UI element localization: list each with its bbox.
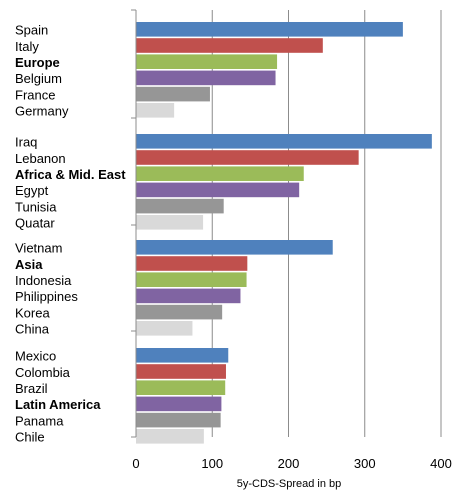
bar (136, 150, 359, 165)
category-label: Vietnam (15, 241, 62, 256)
bar (136, 215, 204, 230)
bar (136, 38, 323, 53)
category-label: Mexico (15, 349, 56, 364)
category-label: Panama (15, 413, 64, 428)
bar (136, 364, 226, 379)
bar (136, 198, 224, 214)
bar (136, 412, 221, 428)
bar (136, 304, 223, 320)
x-tick-label: 400 (430, 456, 452, 471)
category-label: Iraq (15, 135, 37, 150)
bar (136, 256, 248, 271)
bar (136, 288, 241, 304)
bar (136, 348, 229, 363)
x-tick-labels: 0 100 200 300 400 (132, 456, 451, 471)
bar (136, 182, 300, 198)
bar (136, 103, 175, 118)
x-tick-label: 300 (354, 456, 376, 471)
bar (136, 240, 333, 255)
category-label: Latin America (15, 397, 101, 412)
category-label: Brazil (15, 381, 48, 396)
category-label: Germany (15, 104, 69, 119)
bar (136, 429, 204, 444)
category-label: China (15, 322, 50, 337)
x-axis-label: 5y-CDS-Spread in bp (237, 478, 342, 490)
category-label: Spain (15, 23, 48, 38)
category-label: Asia (15, 257, 43, 272)
category-label: Chile (15, 430, 45, 445)
category-label: Tunisia (15, 199, 57, 214)
bar (136, 134, 432, 149)
bar (136, 380, 226, 395)
category-label: Indonesia (15, 273, 72, 288)
x-tick-label: 0 (132, 456, 139, 471)
category-label: Belgium (15, 71, 62, 86)
bar (136, 86, 210, 102)
category-label: Colombia (15, 365, 71, 380)
x-tick-label: 200 (278, 456, 300, 471)
bar (136, 272, 247, 287)
bar (136, 321, 193, 336)
category-label: Lebanon (15, 151, 66, 166)
bar (136, 54, 278, 69)
bar (136, 22, 403, 37)
y-axis (131, 9, 137, 438)
category-label: Africa & Mid. East (15, 167, 126, 182)
category-label: Europe (15, 55, 60, 70)
category-label: Philippines (15, 289, 78, 304)
category-label: Egypt (15, 183, 49, 198)
category-label: Quatar (15, 216, 55, 231)
x-tick-label: 100 (201, 456, 223, 471)
bars (136, 22, 432, 444)
category-label: Italy (15, 39, 39, 54)
bar (136, 166, 304, 181)
bar (136, 70, 276, 86)
category-label: France (15, 87, 55, 102)
bar (136, 396, 222, 412)
category-label: Korea (15, 305, 50, 320)
